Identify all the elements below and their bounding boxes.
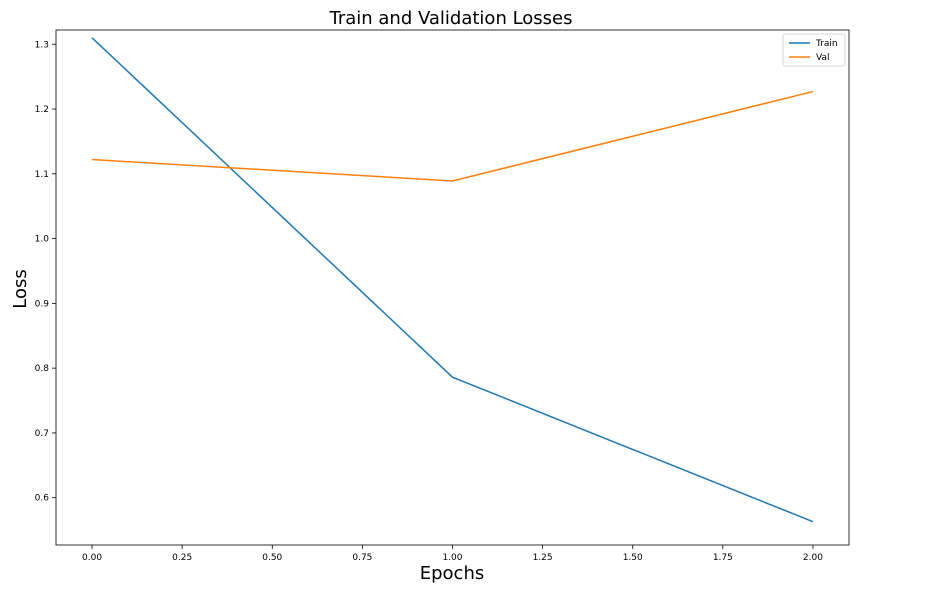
legend-label-val: Val [816, 53, 829, 63]
plot-area [55, 29, 850, 546]
series-lines [91, 37, 814, 523]
x-axis-ticks: 0.00 0.25 0.50 0.75 1.00 1.25 1.50 1.75 2.00 [82, 545, 823, 563]
chart-title: Train and Validation Losses [328, 8, 572, 29]
y-tick-label: 0.9 [35, 299, 50, 309]
x-tick-label: 1.00 [442, 553, 462, 563]
x-tick-label: 1.75 [713, 553, 733, 563]
x-tick-label: 0.50 [262, 553, 282, 563]
x-tick-label: 2.00 [803, 553, 823, 563]
y-axis-label: Loss [10, 269, 31, 308]
x-tick-label: 0.75 [352, 553, 372, 563]
y-tick-label: 0.6 [35, 494, 50, 504]
y-axis-ticks: 0.6 0.7 0.8 0.9 1.0 1.1 1.2 1.3 [35, 40, 56, 504]
legend-box [782, 33, 846, 67]
y-tick-label: 1.0 [35, 235, 50, 245]
series-line-train [91, 37, 814, 523]
legend-label-train: Train [815, 39, 838, 49]
x-axis-label: Epochs [420, 563, 485, 584]
y-tick-label: 0.7 [35, 429, 49, 439]
y-tick-label: 1.3 [35, 40, 49, 50]
legend: Train Val [782, 33, 846, 67]
x-tick-label: 0.25 [172, 553, 192, 563]
series-line-val [92, 90, 814, 182]
x-tick-label: 1.50 [623, 553, 643, 563]
x-tick-label: 0.00 [82, 553, 102, 563]
y-tick-label: 0.8 [35, 364, 50, 374]
y-tick-label: 1.1 [35, 170, 49, 180]
y-tick-label: 1.2 [35, 105, 49, 115]
x-tick-label: 1.25 [533, 553, 553, 563]
